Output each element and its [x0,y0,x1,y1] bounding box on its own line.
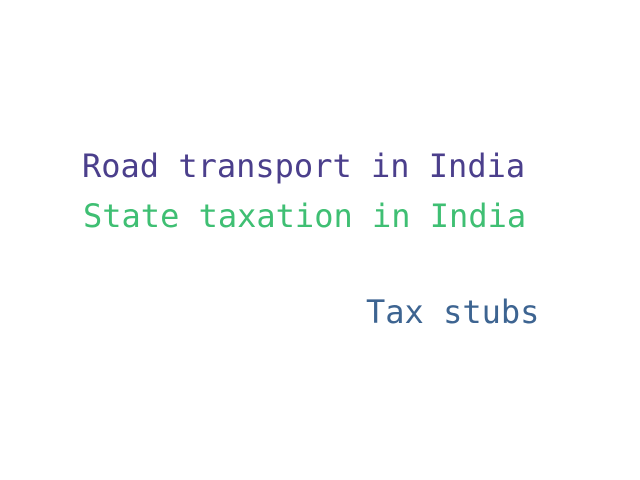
term-road-transport-in-india: Road transport in India [82,147,526,185]
term-tax-stubs: Tax stubs [366,293,540,331]
term-state-taxation-in-india: State taxation in India [83,197,527,235]
